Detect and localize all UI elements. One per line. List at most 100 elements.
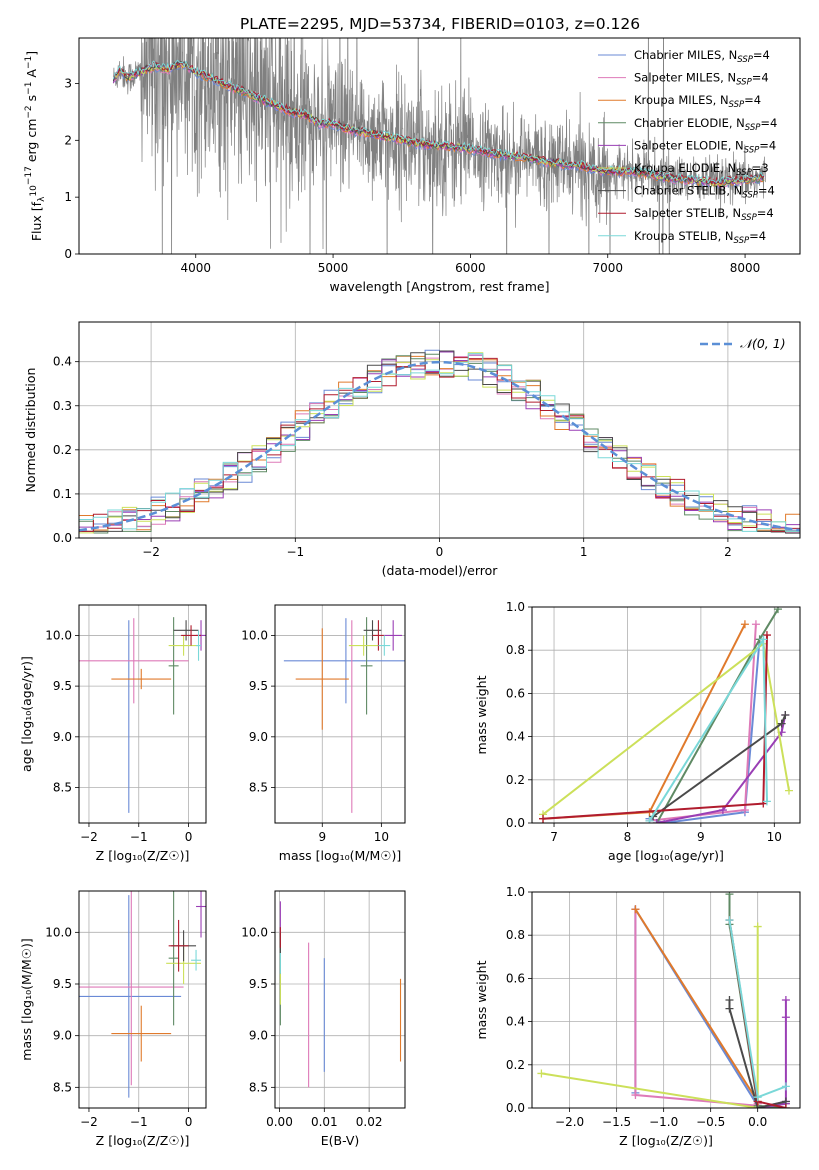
x-tick-label: 0.0 bbox=[748, 1115, 767, 1129]
y-tick-label: 0 bbox=[64, 247, 72, 261]
mass-weight-marker bbox=[781, 711, 790, 719]
spectrum-legend: Chabrier MILES, NSSP=4 Salpeter MILES, NS… bbox=[598, 48, 777, 246]
mass_weight_vs_age-panel: 7 8 9 10 0.0 0.2 0.4 0.6 0.8 1.0 age [log₁₀(age/yr… bbox=[474, 600, 801, 863]
legend-label: Salpeter ELODIE, NSSP=4 bbox=[634, 138, 776, 155]
age_vs_Z-marks bbox=[79, 617, 206, 813]
x-tick-label: 8 bbox=[624, 830, 632, 844]
age_vs_Z-panel: −2 −1 0 8.5 9.0 9.5 10.0 Z [log₁₀(Z/Z☉)] age [lo… bbox=[19, 604, 207, 863]
legend-label: Salpeter MILES, NSSP=4 bbox=[634, 71, 769, 88]
x-tick-label: 0 bbox=[185, 830, 193, 844]
y-tick-label: 0.2 bbox=[53, 443, 72, 457]
mass-weight-marker bbox=[773, 607, 782, 614]
x-tick-label: 9 bbox=[697, 830, 705, 844]
y-tick-label: 0.6 bbox=[506, 971, 525, 985]
mass-weight-marker bbox=[781, 1104, 790, 1108]
spectrum-ylabel: Flux [fλ10−17 erg cm−2 s−1 A−1] bbox=[24, 51, 47, 241]
y-tick-label: 0.1 bbox=[53, 487, 72, 501]
spectrum-panel: 4000 5000 6000 7000 8000 0 1 2 3 wavelength [Angs… bbox=[24, 37, 801, 294]
mass-weight-marker bbox=[725, 892, 734, 899]
mass_vs_Z-xlabel: Z [log₁₀(Z/Z☉)] bbox=[96, 1133, 190, 1148]
mass_weight_vs_age-ylabel: mass weight bbox=[474, 675, 489, 754]
mass-weight-marker bbox=[631, 905, 640, 914]
y-tick-label: 0.4 bbox=[506, 1015, 525, 1029]
x-tick-label: 0.01 bbox=[311, 1115, 338, 1129]
mass-weight-marker bbox=[753, 1093, 762, 1102]
y-tick-label: 8.5 bbox=[249, 781, 268, 795]
x-tick-label: −2 bbox=[80, 1115, 98, 1129]
spectrum-frame bbox=[78, 37, 801, 255]
y-tick-label: 9.0 bbox=[53, 1029, 72, 1043]
legend-label: Chabrier STELIB, NSSP=4 bbox=[634, 184, 775, 201]
y-tick-label: 0.0 bbox=[506, 1101, 525, 1115]
legend-label: Chabrier ELODIE, NSSP=4 bbox=[634, 116, 777, 133]
gaussian-legend-label: 𝒩(0, 1) bbox=[740, 336, 786, 351]
legend-label: Kroupa ELODIE, NSSP=3 bbox=[634, 161, 769, 178]
mass-weight-marker bbox=[652, 819, 661, 823]
mass_vs_EBV-xlabel: E(B-V) bbox=[321, 1133, 360, 1148]
x-tick-label: 7 bbox=[550, 830, 558, 844]
mass-weight-marker bbox=[740, 620, 749, 629]
mass_vs_EBV-frame bbox=[274, 890, 406, 1109]
y-tick-label: 0.6 bbox=[506, 686, 525, 700]
mass-weight-marker bbox=[537, 1069, 546, 1078]
x-tick-label: 10 bbox=[767, 830, 782, 844]
x-tick-label: 0.00 bbox=[266, 1115, 293, 1129]
mass-weight-line bbox=[649, 624, 757, 822]
mass_vs_EBV-panel: 0.00 0.01 0.02 8.5 9.0 9.5 10.0 E(B-V) bbox=[241, 890, 406, 1148]
mass-weight-marker bbox=[759, 635, 768, 644]
spectrum-marks bbox=[112, 38, 766, 254]
mass-weight-marker bbox=[784, 786, 793, 795]
mass_weight_vs_Z-frame bbox=[531, 891, 801, 1109]
x-tick-label: 10 bbox=[374, 830, 389, 844]
mass-weight-line bbox=[541, 926, 759, 1108]
y-tick-label: 0.4 bbox=[53, 355, 72, 369]
x-tick-label: −0.5 bbox=[696, 1115, 725, 1129]
y-tick-label: 1.0 bbox=[506, 600, 525, 614]
y-tick-label: 9.5 bbox=[249, 679, 268, 693]
mass-weight-marker bbox=[660, 819, 669, 823]
mass_weight_vs_age-xlabel: age [log₁₀(age/yr)] bbox=[608, 848, 724, 863]
y-tick-label: 8.5 bbox=[53, 781, 72, 795]
y-tick-label: 10.0 bbox=[45, 628, 72, 642]
model-spectrum-line bbox=[112, 59, 765, 184]
spectrum-xlabel: wavelength [Angstrom, rest frame] bbox=[329, 279, 549, 294]
mass-weight-marker bbox=[753, 922, 762, 931]
x-tick-label: 6000 bbox=[455, 261, 486, 275]
x-tick-label: 2 bbox=[724, 545, 732, 559]
y-tick-label: 10.0 bbox=[45, 925, 72, 939]
age_vs_mass-marks bbox=[283, 617, 405, 813]
mass_weight_vs_Z-marks bbox=[537, 892, 790, 1108]
y-tick-label: 0.3 bbox=[53, 399, 72, 413]
residuals-panel: −2 −1 0 1 2 0.0 0.1 0.2 0.3 0.4 (data-model)/error… bbox=[23, 321, 801, 578]
mass-weight-marker bbox=[725, 1004, 734, 1013]
age_vs_Z-ylabel: age [log₁₀(age/yr)] bbox=[19, 656, 34, 772]
figure-title: PLATE=2295, MJD=53734, FIBERID=0103, z=0… bbox=[240, 15, 640, 33]
y-tick-label: 10.0 bbox=[241, 925, 268, 939]
mass_weight_vs_Z-panel: −2.0 −1.5 −1.0 −0.5 0.0 0.0 0.2 0.4 0.6 0.8 1.0 Z [… bbox=[474, 885, 801, 1148]
y-tick-label: 8.5 bbox=[53, 1080, 72, 1094]
legend-label: Kroupa STELIB, NSSP=4 bbox=[634, 229, 766, 246]
residuals-ylabel: Normed distribution bbox=[23, 368, 38, 493]
x-tick-label: −1 bbox=[130, 830, 148, 844]
x-tick-label: −1 bbox=[286, 545, 304, 559]
x-tick-label: −2 bbox=[142, 545, 160, 559]
data-spectrum-line bbox=[112, 38, 766, 254]
mass-weight-marker bbox=[751, 620, 760, 629]
mass-weight-marker bbox=[631, 1091, 640, 1100]
x-tick-label: −2 bbox=[80, 830, 98, 844]
gaussian-curve bbox=[79, 360, 800, 532]
x-tick-label: −1.5 bbox=[602, 1115, 631, 1129]
mass-weight-marker bbox=[718, 806, 727, 815]
x-tick-label: 4000 bbox=[180, 261, 211, 275]
y-tick-label: 0.2 bbox=[506, 773, 525, 787]
x-tick-label: 8000 bbox=[730, 261, 761, 275]
residuals-xlabel: (data-model)/error bbox=[382, 563, 499, 578]
x-tick-label: 5000 bbox=[318, 261, 349, 275]
y-tick-label: 1.0 bbox=[506, 885, 525, 899]
mass-weight-marker bbox=[781, 1013, 790, 1022]
y-tick-label: 1 bbox=[64, 190, 72, 204]
y-tick-label: 9.5 bbox=[53, 977, 72, 991]
mass-weight-marker bbox=[725, 996, 734, 1004]
